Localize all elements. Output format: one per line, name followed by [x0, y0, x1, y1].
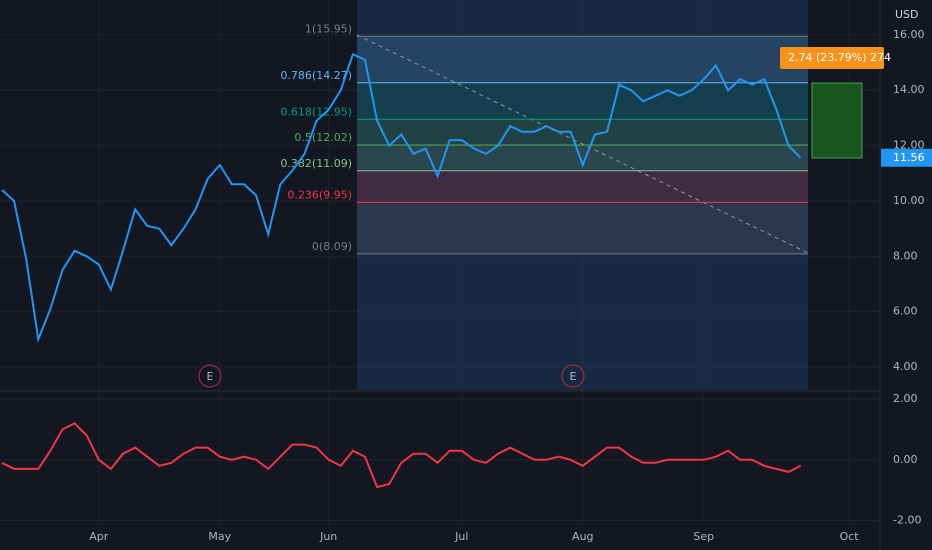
- y-tick-label: 14.00: [893, 83, 925, 96]
- fib-label: 0.382(11.09): [280, 157, 352, 170]
- x-tick-label: May: [208, 530, 231, 543]
- price-line: [1, 422, 802, 489]
- y-tick-label: 0.00: [893, 453, 918, 466]
- x-tick-label: Oct: [839, 530, 859, 543]
- fib-label: 1(15.95): [305, 22, 352, 35]
- last-price-tag: [881, 148, 932, 167]
- x-tick-label: Sep: [693, 530, 714, 543]
- date-range: [357, 0, 808, 390]
- trend-line: [356, 34, 809, 254]
- earnings-label: E: [207, 370, 214, 383]
- position-box: [811, 82, 863, 159]
- x-tick-label: Apr: [89, 530, 109, 543]
- y-tick-label: -2.00: [893, 513, 921, 526]
- x-tick-label: Aug: [572, 530, 593, 543]
- x-tick-label: Jun: [319, 530, 337, 543]
- fib-band: [357, 119, 808, 146]
- earnings-marker[interactable]: [198, 364, 222, 388]
- measure-label: 2.74 (23.79%) 274: [788, 51, 891, 64]
- y-tick-label: 6.00: [893, 305, 918, 318]
- y-tick-label: 4.00: [893, 360, 918, 373]
- last-price: 11.56: [893, 151, 925, 164]
- y-tick-label: 8.00: [893, 249, 918, 262]
- price-line: [1, 52, 802, 344]
- y-tick-label: 2.00: [893, 392, 918, 405]
- earnings-label: E: [570, 370, 577, 383]
- currency: USD: [895, 8, 919, 21]
- fib-band: [357, 170, 808, 203]
- fib-label: 0(8.09): [312, 240, 352, 253]
- fib-band: [357, 36, 808, 83]
- fib-label: 0.786(14.27): [280, 69, 352, 82]
- y-tick-label: 16.00: [893, 28, 925, 41]
- y-tick-label: 12.00: [893, 139, 925, 152]
- earnings-marker[interactable]: [561, 364, 585, 388]
- y-tick-label: 10.00: [893, 194, 925, 207]
- fib-label: 0.618(12.95): [280, 105, 352, 118]
- fib-band: [357, 82, 808, 120]
- fib-label: 0.5(12.02): [294, 131, 352, 144]
- fib-label: 0.236(9.95): [287, 188, 352, 201]
- measure-tag: [780, 47, 884, 69]
- fib-band: [357, 202, 808, 254]
- x-tick-label: Jul: [454, 530, 468, 543]
